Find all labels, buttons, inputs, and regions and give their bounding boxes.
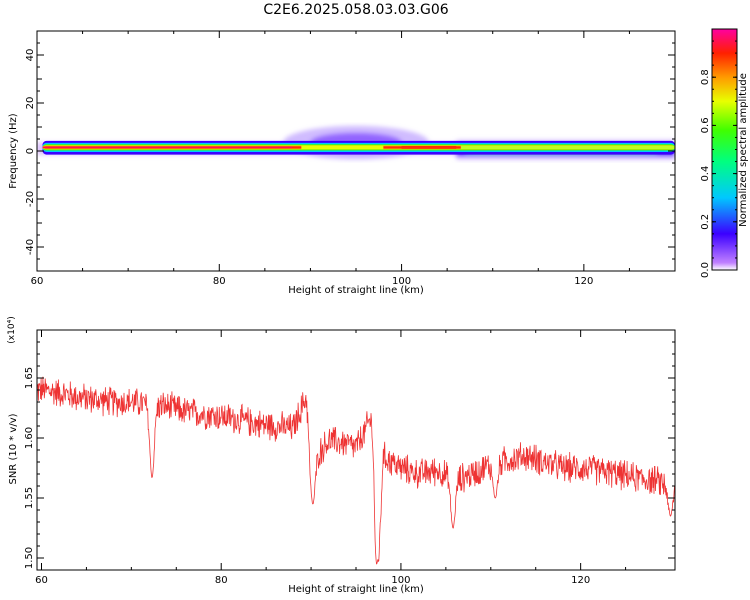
snr-ytick-label: 1.50 [24, 547, 35, 569]
heatmap-core-weak-1 [301, 145, 384, 150]
snr-y-multiplier: (x10⁴) [7, 316, 17, 343]
spectrogram-ylabel: Frequency (Hz) [8, 113, 19, 189]
snr-ytick-label: 1.65 [24, 367, 35, 389]
heatmap-core-strong [401, 145, 457, 149]
spectrogram-ytick-label: -20 [25, 191, 36, 207]
snr-ylabel: SNR (10 * v/v) [8, 413, 19, 484]
snr-panel: 60 80 100 120 1.65 1.60 1.55 1.50 Height of str… [7, 316, 676, 595]
colorbar-label: Normalized spectral amplitude [738, 73, 749, 227]
spectrogram-xtick-label: 120 [574, 276, 593, 287]
colorbar: 0.0 0.2 0.4 0.6 0.8 Normalized spectral ampl… [700, 28, 749, 278]
spectrogram-xtick-label: 80 [213, 276, 226, 287]
snr-ticks: 60 80 100 120 1.65 1.60 1.55 1.50 [24, 330, 675, 586]
snr-xtick-label: 100 [391, 575, 410, 586]
snr-xtick-label: 120 [571, 575, 590, 586]
colorbar-tick-label: 0.6 [700, 117, 711, 133]
colorbar-ticks: 0.0 0.2 0.4 0.6 0.8 [700, 40, 737, 278]
spectrogram-ytick-label: 40 [25, 49, 36, 62]
heatmap-core-weak-2 [460, 145, 675, 150]
spectrogram-xtick-label: 60 [31, 276, 44, 287]
spectrogram-xtick-label: 100 [392, 276, 411, 287]
spectrogram-xlabel: Height of straight line (km) [288, 285, 424, 296]
colorbar-tick-label: 0.0 [700, 262, 711, 278]
snr-xlabel: Height of straight line (km) [288, 584, 424, 595]
snr-ytick-label: 1.60 [24, 427, 35, 449]
colorbar-tick-label: 0.4 [700, 166, 711, 182]
spectrogram-ytick-label: -40 [25, 239, 36, 255]
spectrogram-panel: 60 80 100 120 40 20 0 -20 -40 Height of straight… [8, 30, 676, 296]
spectrogram-ticks: 60 80 100 120 40 20 0 -20 -40 [25, 30, 675, 287]
colorbar-tick-label: 0.2 [700, 214, 711, 230]
snr-series-line [37, 376, 675, 565]
snr-frame [36, 329, 676, 571]
spectrogram-heatmap [37, 125, 675, 160]
colorbar-gradient [711, 28, 738, 271]
snr-ytick-label: 1.55 [24, 487, 35, 509]
snr-xtick-label: 60 [35, 575, 48, 586]
figure-title: C2E6.2025.058.03.03.G06 [263, 2, 449, 18]
spectrogram-ytick-label: 20 [25, 97, 36, 110]
heatmap-core-peak [42, 146, 293, 149]
spectrogram-ytick-label: 0 [25, 148, 36, 154]
colorbar-tick-label: 0.8 [700, 69, 711, 85]
snr-xtick-label: 80 [215, 575, 228, 586]
